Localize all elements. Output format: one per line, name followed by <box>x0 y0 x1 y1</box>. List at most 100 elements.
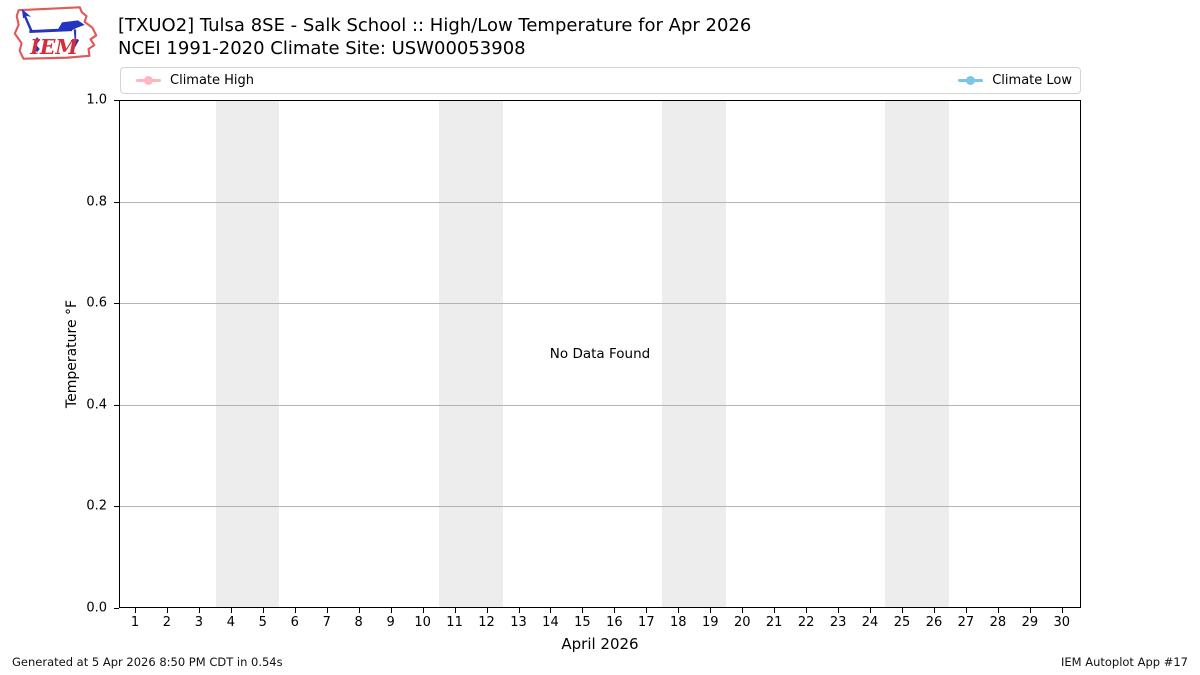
x-tick-label: 19 <box>701 615 719 630</box>
iem-logo-text: IEM <box>29 35 79 59</box>
legend-label-climate-high: Climate High <box>170 73 255 88</box>
x-tick-label: 17 <box>638 615 655 630</box>
x-tick-label: 12 <box>478 615 495 630</box>
y-axis: 0.0 0.2 0.4 0.6 0.8 1.0 <box>0 93 119 616</box>
x-tick-mark <box>933 608 935 613</box>
climate-high-marker-icon <box>136 76 161 85</box>
x-tick-label: 18 <box>670 615 687 630</box>
x-tick-label: 27 <box>957 615 975 630</box>
x-axis-label: April 2026 <box>561 635 639 653</box>
x-tick-label: 25 <box>893 615 911 630</box>
x-tick-mark <box>614 608 616 613</box>
x-tick-label: 28 <box>989 615 1007 630</box>
y-tick-label: 1.0 <box>86 92 107 108</box>
climate-low-marker-icon <box>958 76 984 85</box>
gridline <box>120 404 1080 406</box>
generated-timestamp: Generated at 5 Apr 2026 8:50 PM CDT in 0… <box>12 655 283 669</box>
x-tick-label: 15 <box>574 615 591 630</box>
x-tick-label: 30 <box>1053 615 1071 630</box>
y-tick-mark <box>114 100 119 101</box>
y-tick-label: 0.2 <box>86 498 107 514</box>
x-tick-mark <box>582 608 584 613</box>
y-tick-label: 0.6 <box>86 295 107 311</box>
title-block: [TXUO2] Tulsa 8SE - Salk School :: High/… <box>118 14 751 60</box>
plot-area: No Data Found <box>119 100 1081 608</box>
legend-item-climate-high: Climate High <box>136 73 254 88</box>
x-tick-label: 20 <box>733 615 751 630</box>
x-tick-label: 3 <box>194 615 204 630</box>
no-data-message: No Data Found <box>549 346 651 362</box>
legend: Climate High Climate Low <box>120 67 1081 94</box>
y-tick-label: 0.4 <box>86 397 107 413</box>
weekend-band <box>885 101 950 607</box>
x-tick-mark <box>806 608 808 613</box>
x-tick-label: 16 <box>606 615 623 630</box>
x-tick-mark <box>1061 608 1063 613</box>
x-tick-label: 11 <box>446 615 463 630</box>
x-tick-mark <box>965 608 967 613</box>
x-tick-mark <box>550 608 552 613</box>
x-tick-mark <box>1029 608 1031 613</box>
x-tick-mark <box>870 608 872 613</box>
weekend-band <box>215 101 280 607</box>
x-tick-label: 4 <box>226 615 235 630</box>
chart-subtitle: NCEI 1991-2020 Climate Site: USW00053908 <box>118 38 526 59</box>
y-tick-mark <box>114 303 119 305</box>
x-tick-mark <box>838 608 840 613</box>
x-tick-mark <box>198 608 200 613</box>
x-tick-mark <box>678 608 680 613</box>
x-tick-label: 1 <box>130 615 140 630</box>
weekend-band <box>662 101 726 607</box>
y-tick-mark <box>114 201 119 203</box>
x-tick-label: 24 <box>861 615 879 630</box>
x-tick-mark <box>902 608 904 613</box>
x-tick-mark <box>518 608 520 613</box>
x-tick-mark <box>710 608 712 613</box>
y-tick-label: 0.8 <box>86 194 107 210</box>
x-tick-label: 23 <box>829 615 847 630</box>
x-tick-label: 26 <box>925 615 943 630</box>
x-tick-mark <box>486 608 488 613</box>
app-credit: IEM Autoplot App #17 <box>1060 655 1188 669</box>
weekend-band <box>438 101 503 607</box>
x-tick-label: 21 <box>765 615 783 630</box>
x-tick-mark <box>134 608 136 613</box>
y-tick-label: 0.0 <box>86 600 107 616</box>
iem-logo: IEM <box>13 6 98 60</box>
x-tick-label: 22 <box>797 615 815 630</box>
x-tick-mark <box>262 608 264 613</box>
x-tick-label: 29 <box>1021 615 1039 630</box>
x-tick-label: 10 <box>414 615 431 630</box>
x-tick-mark <box>422 608 424 613</box>
x-tick-mark <box>326 608 328 613</box>
legend-item-climate-low: Climate Low <box>958 73 1072 88</box>
gridline <box>120 505 1080 507</box>
y-tick-mark <box>114 608 119 609</box>
x-tick-mark <box>997 608 999 613</box>
x-tick-mark <box>358 608 360 613</box>
x-tick-mark <box>390 608 392 613</box>
x-tick-mark <box>166 608 168 613</box>
x-tick-label: 8 <box>354 615 363 630</box>
gridline <box>120 202 1080 204</box>
x-tick-label: 5 <box>258 615 267 630</box>
x-axis: 1 2 3 4 5 6 7 8 9 10 11 12 13 14 15 16 17 18 19 20 21 22 23 24 2… <box>119 608 1081 638</box>
x-tick-label: 7 <box>322 615 331 630</box>
x-tick-label: 14 <box>542 615 559 630</box>
x-tick-label: 13 <box>510 615 527 630</box>
y-tick-mark <box>114 404 119 406</box>
x-tick-mark <box>742 608 744 613</box>
x-tick-mark <box>774 608 776 613</box>
y-axis-label: Temperature °F <box>64 299 80 409</box>
weathervane-icon <box>21 9 85 53</box>
x-tick-label: 2 <box>162 615 172 630</box>
gridline <box>120 303 1080 305</box>
x-tick-label: 6 <box>290 615 299 630</box>
x-tick-mark <box>646 608 648 613</box>
x-tick-mark <box>294 608 296 613</box>
y-tick-mark <box>114 506 119 508</box>
x-tick-mark <box>230 608 232 613</box>
chart-title: [TXUO2] Tulsa 8SE - Salk School :: High/… <box>118 15 752 36</box>
legend-label-climate-low: Climate Low <box>992 73 1072 88</box>
